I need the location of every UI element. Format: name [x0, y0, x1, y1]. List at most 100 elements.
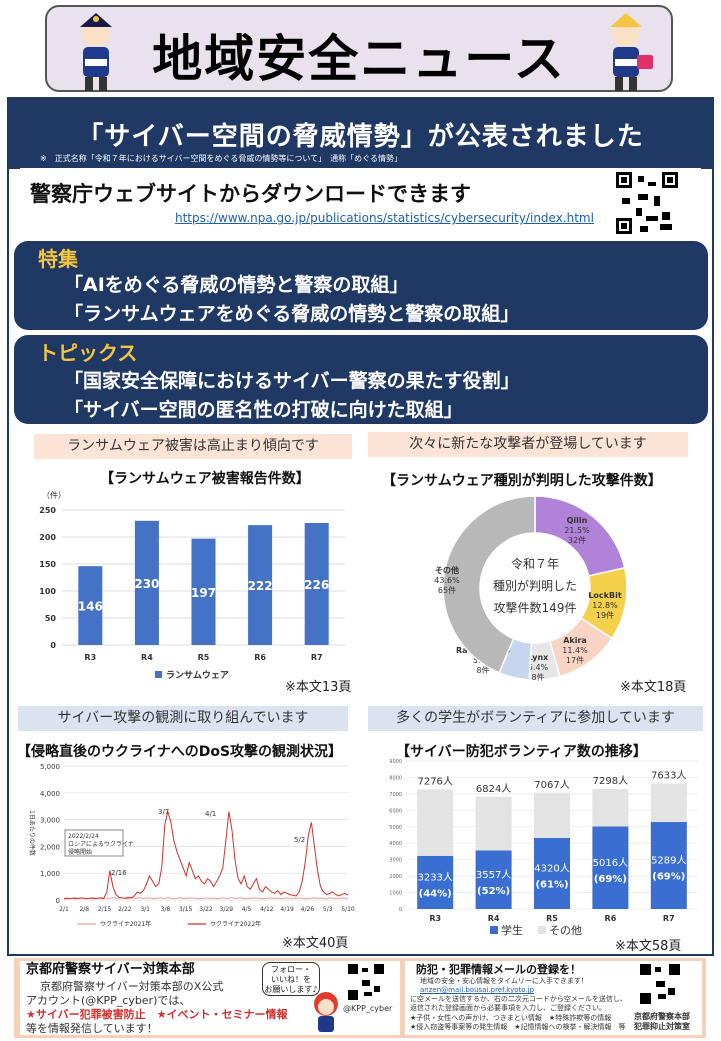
- legend-label: その他: [549, 924, 582, 937]
- follow-bubble: フォロー・ いいね！を お願いします♪: [262, 962, 320, 996]
- x-tick-label: 4/19: [280, 906, 294, 913]
- y-tick-label: 150: [39, 560, 56, 569]
- headline: 「サイバー空間の脅威情勢」が公表されました: [77, 122, 644, 152]
- y-tick-label: 3,000: [40, 817, 60, 825]
- student-count-label: 3557人: [476, 869, 511, 881]
- slice-percent-label: 43.6%: [434, 576, 460, 585]
- x-qr-code-icon[interactable]: [348, 964, 384, 1000]
- page-reference: ※本文18頁: [620, 680, 687, 695]
- legend-label: ウクライナ2022年: [210, 920, 261, 928]
- download-box: [20, 168, 701, 238]
- footer-left-line: 京都府警察サイバー対策本部のX公式: [40, 980, 224, 993]
- dos-line-chart: 0 1,000 2,000 3,000 4,000 5,000 1日あたりの件数 2/1 2/8…: [28, 763, 355, 928]
- total-label: 6824人: [476, 783, 511, 795]
- footer-right-line: 返信された登録画面から必要事項を入力し、ご登録ください。: [410, 1004, 606, 1012]
- x-tick-label: 2/1: [59, 906, 69, 913]
- y-tick-label: 5,000: [40, 763, 60, 771]
- student-percent-label: (69%): [594, 874, 627, 885]
- y-tick-label: 100: [39, 587, 56, 596]
- student-percent-label: (44%): [419, 888, 452, 899]
- download-url-link[interactable]: https://www.npa.go.jp/publications/stati…: [175, 211, 594, 225]
- footer-left-box: [20, 961, 400, 1035]
- slice-percent-label: 12.8%: [592, 601, 618, 610]
- slice-percent-label: 5.4%: [528, 663, 549, 672]
- series-line: [63, 811, 349, 900]
- x-tick-label: 5/3: [323, 906, 333, 913]
- legend-label: ランサムウェア: [166, 670, 229, 681]
- y-tick-label: 5000: [389, 825, 402, 831]
- bar: [134, 520, 159, 645]
- feature-panel: [14, 241, 708, 330]
- student-count-label: 4320人: [534, 862, 569, 874]
- slice-count-label: 8件: [476, 665, 489, 675]
- email-address-link[interactable]: anzen@mail.bousai.pref.kyoto.jp: [420, 986, 535, 994]
- bar-other: [417, 789, 454, 856]
- x-tick-label: 4/26: [301, 906, 315, 913]
- section-banner: 多くの学生がボランティアに参加しています: [368, 706, 703, 731]
- topics-item: 「サイバー空間の匿名性の打破に向けた取組」: [64, 399, 463, 421]
- police-mascot-left-icon: [80, 13, 112, 91]
- x-tick-label: R5: [198, 653, 210, 662]
- bar-other: [592, 788, 629, 827]
- data-label: 230: [134, 577, 159, 591]
- slice-count-label: 19件: [596, 610, 614, 620]
- x-tick-label: R4: [488, 914, 500, 923]
- y-tick-label: 6000: [389, 808, 402, 814]
- slice-name-label: Qilin: [567, 516, 588, 525]
- x-tick-label: 5/10: [341, 906, 355, 913]
- bubble-line: フォロー・: [271, 965, 311, 974]
- bar: [78, 566, 103, 645]
- x-tick-label: R6: [605, 914, 617, 923]
- section-banner: ランサムウェア被害は高止まり傾向です: [34, 434, 352, 459]
- header-banner: 地域安全ニュース: [45, 5, 673, 92]
- y-tick-label: 1000: [389, 891, 402, 897]
- x-tick-label: 3/15: [179, 906, 193, 913]
- x-tick-label: R6: [254, 653, 266, 662]
- y-tick-label: 8000: [389, 775, 402, 781]
- bar-student: [534, 837, 570, 909]
- page-reference: ※本文58頁: [615, 939, 682, 954]
- footer-left-line: 等を情報発信しています！: [26, 1022, 158, 1035]
- annotation-label: 2/16: [111, 869, 127, 877]
- feature-item: 「AIをめぐる脅威の情勢と警察の取組」: [64, 274, 409, 296]
- legend-swatch: [490, 926, 498, 934]
- data-label: 197: [191, 586, 216, 600]
- y-tick-label: 4,000: [40, 790, 60, 798]
- callout-text: 侵略開始: [68, 848, 92, 856]
- volunteer-stacked-bar-chart: 0 1000 2000 3000 4000 5000 6000 7000 8000 9000 727…: [389, 759, 698, 937]
- page-reference: ※本文40頁: [282, 936, 349, 951]
- footer-left-line: アカウント(@KPP_cyber)では、: [26, 994, 191, 1007]
- annotation-label: 3/7: [158, 808, 169, 816]
- footer-right-line: ★侵入窃盗等事案等の発生情報 ★記憶情報への検挙・解決情報 等: [410, 1023, 626, 1031]
- download-title: 警察庁ウェブサイトからダウンロードできます: [30, 182, 471, 206]
- slice-name-label: LockBit: [588, 591, 621, 600]
- slice-name-label: Akira: [563, 636, 587, 645]
- x-tick-label: 2/22: [118, 906, 132, 913]
- center-label: 令和７年: [511, 556, 559, 571]
- mail-qr-code-icon[interactable]: [640, 964, 680, 1004]
- section-banner: 次々に新たな攻撃者が登場しています: [368, 432, 688, 457]
- x-tick-label: R7: [311, 653, 323, 662]
- footer-right-line: に空メールを送信するか、右の二次元コードから空メールを送信し、: [410, 995, 627, 1003]
- topics-item: 「国家安全保障におけるサイバー警察の果たす役割」: [64, 370, 520, 392]
- bubble-line: いいね！を: [271, 975, 311, 984]
- x-tick-label: 2/15: [98, 906, 112, 913]
- slice-count-label: 17件: [566, 655, 584, 665]
- y-tick-label: 9000: [389, 759, 402, 765]
- total-label: 7298人: [593, 775, 628, 787]
- formal-name-note: ※ 正式名称「令和７年におけるサイバー空間をめぐる脅威の情勢等について」 通称「…: [40, 154, 402, 163]
- student-count-label: 5016人: [593, 857, 628, 869]
- slice-percent-label: 21.5%: [564, 526, 590, 535]
- x-tick-label: 3/29: [220, 906, 234, 913]
- y-tick-label: 1,000: [40, 870, 60, 878]
- legend-swatch: [538, 926, 546, 934]
- center-label: 種別が判明した: [493, 578, 577, 593]
- y-axis-label: （件）: [42, 490, 66, 500]
- slice-percent-label: 11.4%: [562, 646, 588, 655]
- y-tick-label: 50: [45, 614, 57, 623]
- chart-title: 【ランサムウェア被害報告件数】: [100, 471, 310, 487]
- y-tick-label: 2000: [389, 874, 402, 880]
- topics-panel: [14, 335, 708, 424]
- npa-qr-code-icon[interactable]: [616, 172, 678, 234]
